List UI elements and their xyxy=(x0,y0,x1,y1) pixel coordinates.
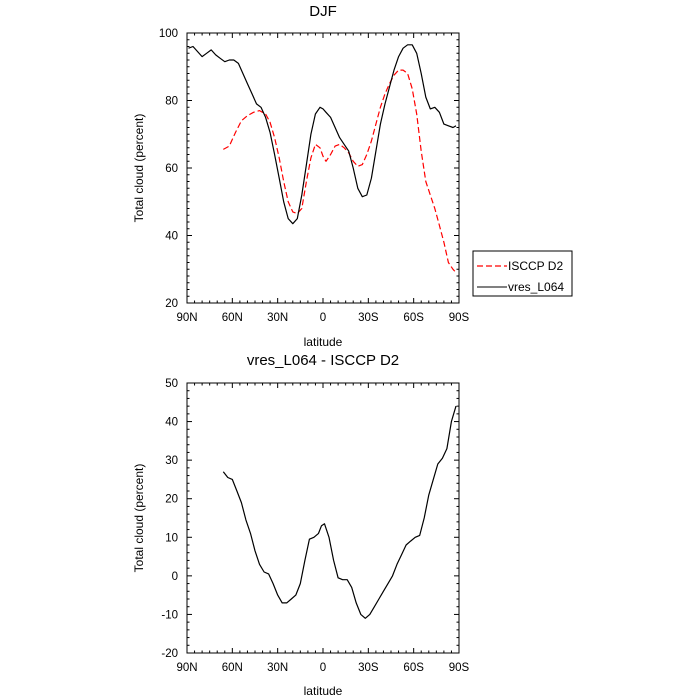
y-tick-label: 60 xyxy=(165,163,178,175)
chart-title: DJF xyxy=(309,3,337,20)
legend-label-isccp: ISCCP D2 xyxy=(508,259,563,273)
x-tick-label: 60S xyxy=(403,312,424,324)
y-tick-label: -20 xyxy=(161,648,178,660)
x-tick-label: 90N xyxy=(176,662,197,674)
x-tick-label: 30N xyxy=(267,662,288,674)
chart-title: vres_L064 - ISCCP D2 xyxy=(247,352,399,369)
y-tick-label: 40 xyxy=(165,231,178,243)
x-tick-label: 90S xyxy=(449,662,470,674)
x-tick-label: 0 xyxy=(320,312,326,324)
y-axis-label: Total cloud (percent) xyxy=(132,114,146,223)
x-tick-label: 30S xyxy=(358,312,379,324)
x-tick-label: 60N xyxy=(222,312,243,324)
x-tick-label: 0 xyxy=(320,662,326,674)
x-tick-label: 60S xyxy=(403,662,424,674)
y-tick-label: -10 xyxy=(161,609,178,621)
legend-label-vres: vres_L064 xyxy=(508,280,564,294)
legend-box xyxy=(472,250,573,297)
x-tick-label: 90N xyxy=(176,312,197,324)
chart-djf: DJF Total cloud (percent) latitude 90N 60… xyxy=(132,3,470,349)
plot-frame xyxy=(186,382,460,654)
x-tick-label: 30S xyxy=(358,662,379,674)
x-tick-label: 60N xyxy=(222,662,243,674)
y-tick-label: 30 xyxy=(165,455,178,467)
series-group xyxy=(188,44,457,274)
series-line-vres-l064 xyxy=(188,44,457,225)
x-tick-label: 30N xyxy=(267,312,288,324)
plot-frame xyxy=(186,32,460,304)
y-tick-label: 20 xyxy=(165,494,178,506)
y-tick-label: 80 xyxy=(165,96,178,108)
x-axis-label: latitude xyxy=(304,335,343,349)
series-line-difference xyxy=(222,405,457,619)
chart-difference: vres_L064 - ISCCP D2 Total cloud (percen… xyxy=(132,352,470,698)
x-tick-label: 90S xyxy=(449,312,470,324)
y-axis-label: Total cloud (percent) xyxy=(132,464,146,573)
series-line-isccp-d2 xyxy=(223,69,457,274)
x-axis-label: latitude xyxy=(304,684,343,698)
legend: ISCCP D2 vres_L064 xyxy=(472,250,573,297)
y-tick-label: 40 xyxy=(165,417,178,429)
series-group xyxy=(222,405,457,619)
y-tick-label: 0 xyxy=(172,571,178,583)
y-tick-label: 100 xyxy=(159,28,178,40)
y-tick-label: 50 xyxy=(165,378,178,390)
tick-group: 90N 60N 30N 0 30S 60S 90S -20 -10 0 10 20 30 40 50 xyxy=(161,378,469,674)
y-tick-label: 20 xyxy=(165,298,178,310)
y-tick-label: 10 xyxy=(165,532,178,544)
tick-group: 90N 60N 30N 0 30S 60S 90S 20 40 60 80 100 xyxy=(159,28,470,324)
